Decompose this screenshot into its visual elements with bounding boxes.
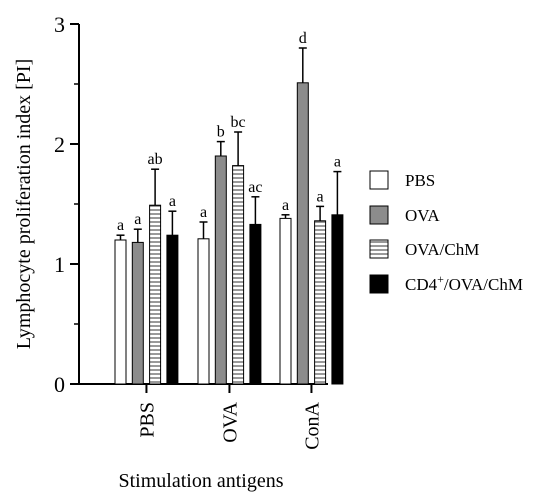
bar-ova-2 xyxy=(232,165,245,385)
sig-letter-ova-2: bc xyxy=(231,114,246,131)
bar-pbs-2 xyxy=(149,204,162,385)
y-axis-label: Lymphocyte proliferation index [PI] xyxy=(13,59,35,349)
legend-swatch-0 xyxy=(369,170,389,190)
x-tick-label-cona: ConA xyxy=(301,401,323,449)
bar-cona-0 xyxy=(279,217,292,385)
bar-cona-1 xyxy=(296,82,309,385)
bar-ova-3 xyxy=(249,223,262,385)
legend-swatch-1 xyxy=(369,205,389,225)
sig-letter-ova-1: b xyxy=(217,124,225,141)
x-axis-label: Stimulation antigens xyxy=(119,470,284,492)
x-tick-label-pbs: PBS xyxy=(136,402,158,438)
bar-ova-1 xyxy=(214,155,227,385)
sig-letter-ova-0: a xyxy=(200,204,207,221)
bar-cona-2 xyxy=(314,220,327,385)
sig-letter-pbs-2: ab xyxy=(148,151,163,168)
bar-cona-3 xyxy=(331,214,344,385)
y-tick-label-3: 3 xyxy=(54,12,65,37)
bar-ova-0 xyxy=(197,238,210,385)
sig-letter-cona-2: a xyxy=(317,188,324,205)
bar-pbs-1 xyxy=(131,241,144,385)
x-tick-label-ova: OVA xyxy=(219,401,241,442)
y-tick-label-2: 2 xyxy=(54,132,65,157)
legend: PBS OVA OVA/ChM CD4+/OVA/ChM xyxy=(369,170,523,294)
legend-label-1: OVA xyxy=(405,206,440,225)
legend-swatch-3 xyxy=(369,274,389,294)
legend-label-2: OVA/ChM xyxy=(405,240,479,259)
sig-letter-pbs-3: a xyxy=(169,193,176,210)
bar-pbs-0 xyxy=(114,239,127,385)
legend-label-0: PBS xyxy=(405,171,435,190)
sig-letter-ova-3: ac xyxy=(248,179,262,196)
y-tick-label-0: 0 xyxy=(54,372,65,397)
sig-letter-pbs-0: a xyxy=(117,217,124,234)
sig-letter-cona-0: a xyxy=(282,197,289,214)
sig-letter-pbs-1: a xyxy=(134,211,141,228)
legend-swatch-2 xyxy=(369,239,389,259)
sig-letter-cona-3: a xyxy=(334,154,341,171)
legend-label-3: CD4+/OVA/ChM xyxy=(405,272,523,294)
sig-letter-cona-1: d xyxy=(299,30,307,47)
y-tick-label-1: 1 xyxy=(54,252,65,277)
bar-pbs-3 xyxy=(166,234,179,385)
